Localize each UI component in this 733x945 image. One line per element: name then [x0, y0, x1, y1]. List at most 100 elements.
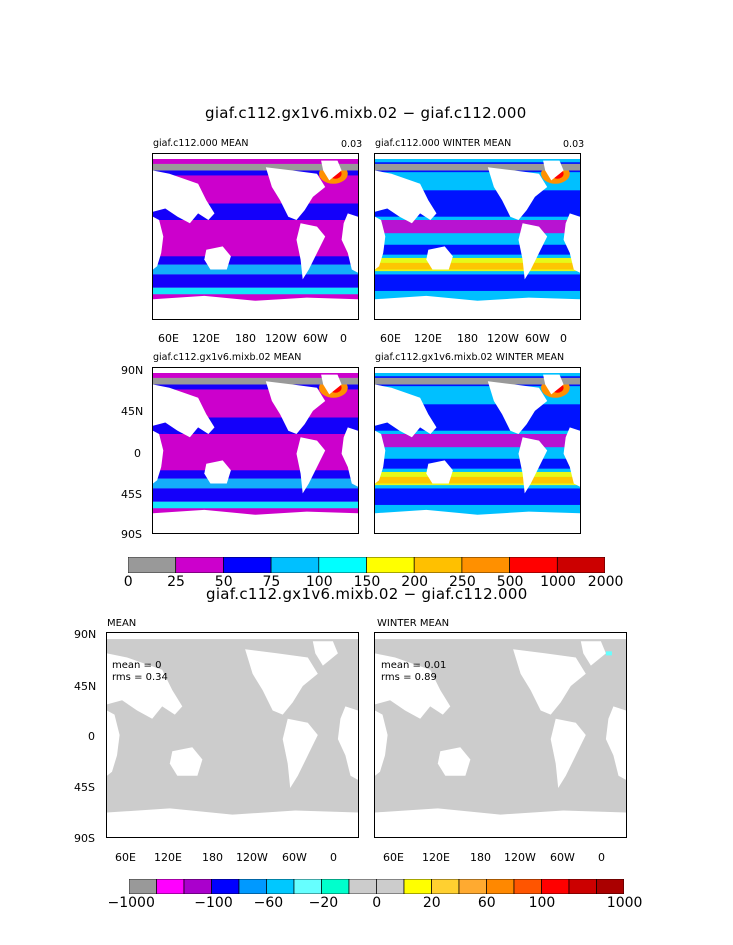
diff-2-mean: mean = 0.01: [381, 660, 447, 671]
colorbar-top-swatch: [413, 557, 463, 573]
land-eurasia: [107, 653, 183, 719]
land-samer: [296, 223, 326, 280]
x-tick-d2-120w: 120W: [504, 851, 536, 864]
field-band: [375, 220, 580, 234]
y-tick-bot-45s: 45S: [74, 781, 95, 794]
colorbar-top-label: 250: [449, 574, 476, 590]
panel-4-label: giaf.c112.gx1v6.mixb.02 WINTER MEAN: [375, 352, 565, 363]
field-band: [375, 476, 580, 484]
colorbar-top-label: 0: [123, 574, 133, 590]
land-africa: [375, 430, 386, 484]
land-anta: [107, 808, 358, 837]
diff-1-rms: rms = 0.34: [112, 672, 168, 683]
map-panel-4: [374, 367, 581, 534]
colorbar-top-swatch: [461, 557, 510, 573]
field-band: [153, 381, 358, 390]
x-tick-p1-180: 180: [235, 332, 256, 345]
field-band: [153, 488, 358, 502]
colorbar-bottom-label: −1000: [107, 895, 155, 911]
y-tick-top-45n: 45N: [121, 405, 144, 418]
map-svg-4: [375, 368, 580, 533]
map-panel-3: [152, 367, 359, 534]
colorbar-top-label: 75: [262, 574, 281, 590]
land-africa2: [563, 213, 580, 273]
colorbar-top-label: 150: [353, 574, 381, 590]
land-greenl: [321, 374, 342, 395]
field-band: [375, 262, 580, 270]
panel-2-label: giaf.c112.000 WINTER MEAN: [375, 138, 512, 149]
land-greenl: [312, 641, 338, 666]
land-samer: [518, 437, 548, 494]
x-tick-p1-60w: 60W: [303, 332, 328, 345]
land-eurasia: [375, 170, 437, 224]
land-greenl: [321, 160, 342, 181]
land-africa2: [605, 706, 626, 780]
x-tick-d1-120w: 120W: [236, 851, 268, 864]
colorbar-top-label: 100: [305, 574, 333, 590]
ice-band: [375, 377, 580, 385]
land-africa2: [341, 213, 358, 273]
land-anta: [375, 295, 580, 319]
map-svg-1: [153, 154, 358, 319]
land-eurasia: [153, 384, 215, 438]
x-tick-p1-120e: 120E: [192, 332, 220, 345]
diff-2-rms: rms = 0.89: [381, 672, 437, 683]
y-tick-bot-90s: 90S: [74, 832, 95, 845]
colorbar-top-label: 2000: [587, 574, 624, 590]
panel-1-max: 0.03: [341, 139, 363, 150]
land-greenl: [543, 374, 564, 395]
colorbar-bottom-swatch: [348, 879, 377, 894]
x-tick-d2-60e: 60E: [383, 851, 404, 864]
colorbar-top-swatch: [556, 557, 605, 573]
x-tick-p2-120e: 120E: [414, 332, 442, 345]
colorbar-bottom-swatch: [486, 879, 515, 894]
land-austr: [426, 246, 453, 270]
diff-map-panel-2: [374, 632, 627, 838]
diff-panel-1-label: MEAN: [107, 618, 137, 629]
land-arctic: [375, 633, 626, 640]
colorbar-bottom-swatch: [293, 879, 322, 894]
colorbar-bottom: [129, 879, 624, 894]
colorbar-bottom-swatch: [431, 879, 460, 894]
land-namer: [487, 167, 548, 220]
land-namer: [513, 649, 586, 715]
land-samer: [282, 718, 318, 788]
colorbar-top: [128, 557, 605, 573]
land-africa: [107, 710, 120, 776]
diff-map-panel-1: [106, 632, 359, 838]
colorbar-top-swatch: [270, 557, 320, 573]
diff-1-mean: mean = 0: [112, 660, 162, 671]
top-figure-title: giaf.c112.gx1v6.mixb.02 − giaf.c112.000: [205, 104, 527, 122]
panel-3-label: giaf.c112.gx1v6.mixb.02 MEAN: [153, 352, 302, 363]
field-band: [375, 244, 580, 255]
land-anta: [375, 808, 626, 837]
land-anta: [375, 509, 580, 533]
field-band: [153, 287, 358, 295]
y-tick-bot-45n: 45N: [74, 680, 97, 693]
colorbar-bottom-swatch: [156, 879, 185, 894]
colorbar-top-label: 1000: [540, 574, 576, 590]
colorbar-top-label: 500: [496, 574, 524, 590]
field-band: [153, 274, 358, 288]
x-tick-d1-180: 180: [202, 851, 223, 864]
y-tick-bot-0: 0: [88, 730, 95, 743]
colorbar-bottom-swatch: [376, 879, 405, 894]
colorbar-bottom-swatch: [129, 879, 157, 894]
land-samer: [550, 718, 586, 788]
field-band: [153, 264, 358, 275]
x-tick-d1-0: 0: [330, 851, 337, 864]
colorbar-top-label: 25: [167, 574, 185, 590]
y-tick-bot-90n: 90N: [74, 628, 97, 641]
colorbar-bottom-label: 0: [372, 895, 382, 911]
map-panel-1: [152, 153, 359, 320]
land-anta: [153, 295, 358, 319]
colorbar-bottom-swatch: [321, 879, 350, 894]
land-greenl: [580, 641, 606, 666]
land-austr: [204, 246, 231, 270]
map-svg-2: [375, 154, 580, 319]
colorbar-bottom-swatch: [211, 879, 240, 894]
land-austr: [169, 747, 203, 776]
field-band: [375, 434, 580, 448]
colorbar-bottom-label: 1000: [606, 895, 643, 911]
colorbar-bottom-swatch: [458, 879, 487, 894]
